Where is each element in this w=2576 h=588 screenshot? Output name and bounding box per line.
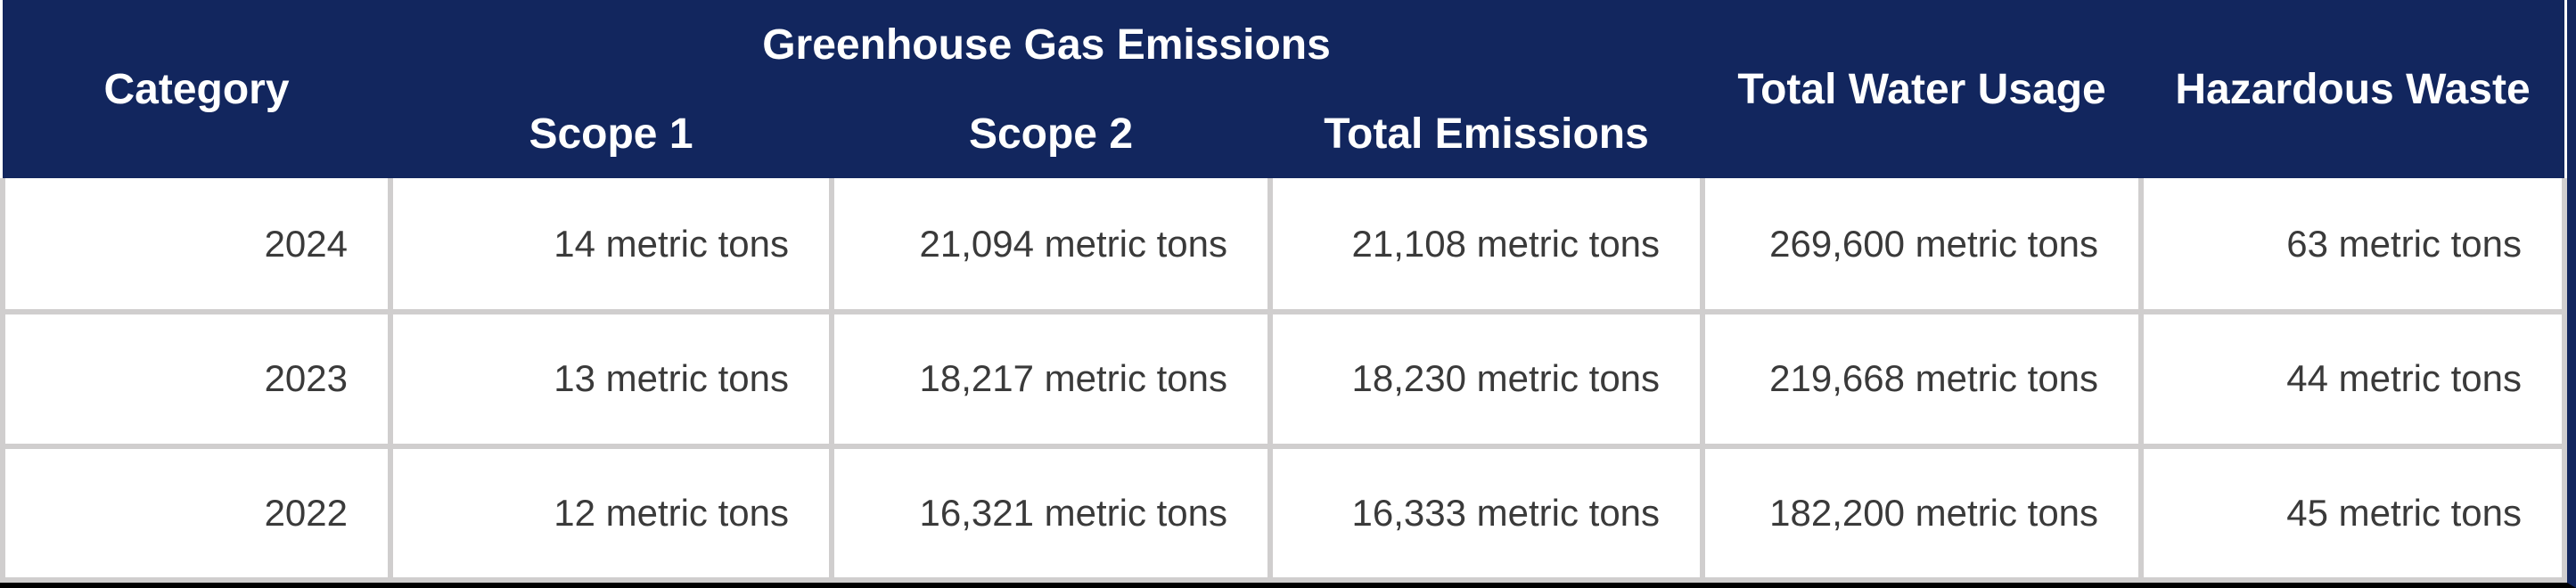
cell-water-usage: 269,600 metric tons [1700, 178, 2145, 315]
cell-hazardous-waste: 44 metric tons [2138, 309, 2567, 449]
cell-year: 2022 [0, 443, 393, 583]
cell-scope2: 18,217 metric tons [829, 309, 1273, 449]
cell-hazardous-waste: 63 metric tons [2138, 178, 2567, 315]
header-scope-1: Scope 1 [390, 89, 832, 178]
header-category: Category [3, 0, 390, 178]
cell-year: 2023 [0, 309, 393, 449]
cell-scope1: 14 metric tons [388, 178, 834, 315]
cell-scope1: 13 metric tons [388, 309, 834, 449]
table-row-2023: 2023 13 metric tons 18,217 metric tons 1… [0, 309, 2567, 449]
cell-water-usage: 219,668 metric tons [1700, 309, 2145, 449]
cell-scope1: 12 metric tons [388, 443, 834, 583]
header-scope-2: Scope 2 [832, 89, 1270, 178]
cell-total-emissions: 21,108 metric tons [1267, 178, 1706, 315]
header-total-water-usage: Total Water Usage [1702, 0, 2142, 178]
table-row-2024: 2024 14 metric tons 21,094 metric tons 2… [0, 178, 2567, 315]
cell-scope2: 21,094 metric tons [829, 178, 1273, 315]
cell-total-emissions: 16,333 metric tons [1267, 443, 1706, 583]
header-hazardous-waste: Hazardous Waste [2141, 0, 2564, 178]
table-row-2022: 2022 12 metric tons 16,321 metric tons 1… [0, 443, 2567, 583]
cell-scope2: 16,321 metric tons [829, 443, 1273, 583]
header-total-emissions: Total Emissions [1270, 89, 1703, 178]
header-group-greenhouse-gas-emissions: Greenhouse Gas Emissions [390, 0, 1703, 89]
cell-hazardous-waste: 45 metric tons [2138, 443, 2567, 583]
cell-year: 2024 [0, 178, 393, 315]
cell-water-usage: 182,200 metric tons [1700, 443, 2145, 583]
cell-total-emissions: 18,230 metric tons [1267, 309, 1706, 449]
